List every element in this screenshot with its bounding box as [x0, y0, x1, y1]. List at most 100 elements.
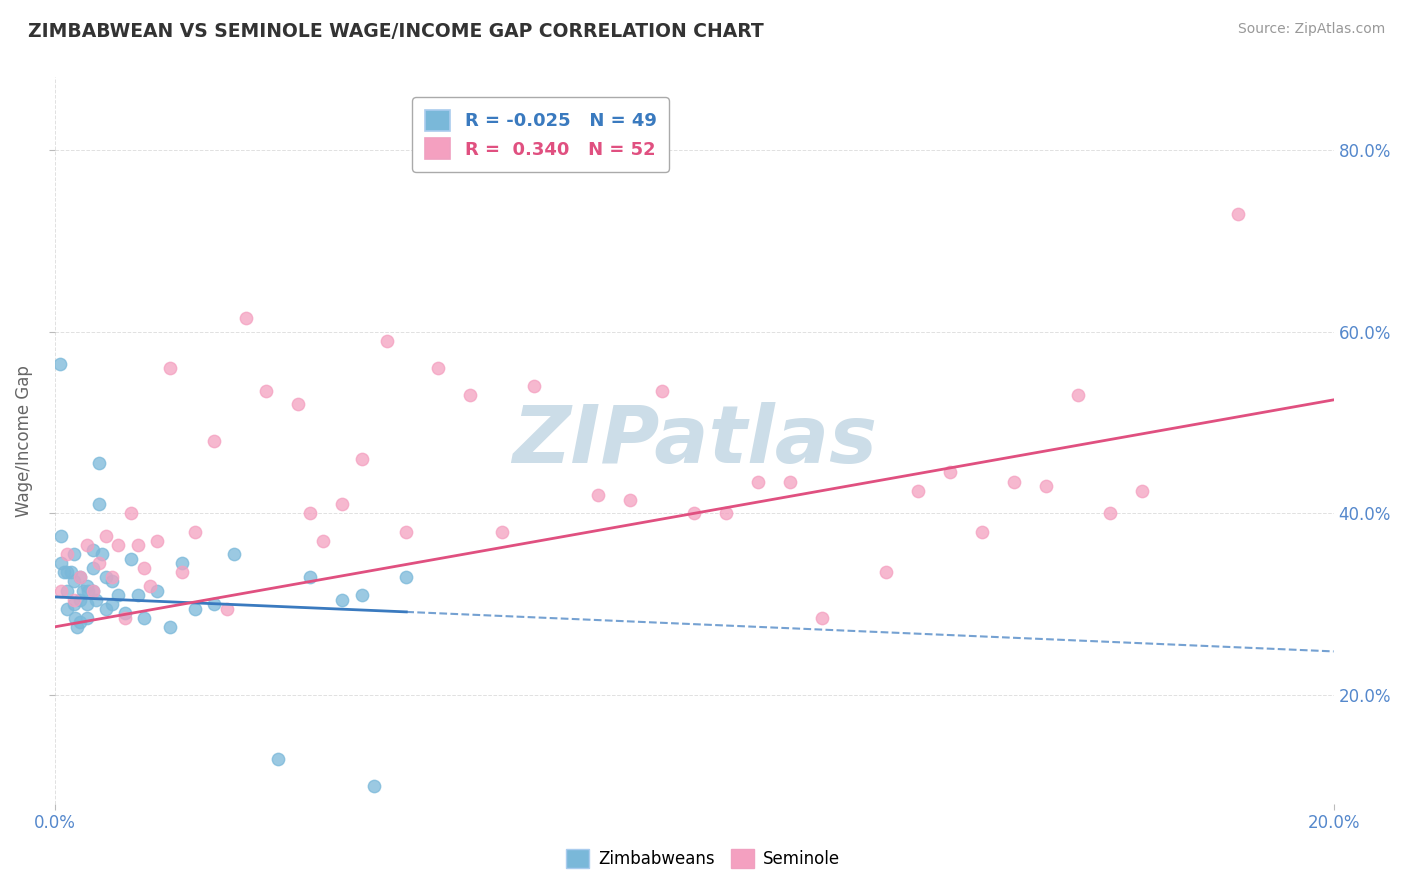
- Point: [139, 579, 162, 593]
- Point: [299, 570, 322, 584]
- Point: [56, 601, 79, 615]
- Point: [127, 588, 149, 602]
- Point: [427, 361, 450, 376]
- Point: [114, 607, 136, 621]
- Point: [94, 529, 117, 543]
- Point: [184, 601, 207, 615]
- Point: [76, 583, 98, 598]
- Point: [56, 547, 79, 561]
- Text: ZIMBABWEAN VS SEMINOLE WAGE/INCOME GAP CORRELATION CHART: ZIMBABWEAN VS SEMINOLE WAGE/INCOME GAP C…: [28, 22, 763, 41]
- Legend: R = -0.025   N = 49, R =  0.340   N = 52: R = -0.025 N = 49, R = 0.340 N = 52: [412, 97, 669, 171]
- Point: [82, 583, 104, 598]
- Point: [395, 570, 418, 584]
- Point: [62, 547, 84, 561]
- Point: [458, 388, 481, 402]
- Point: [1226, 207, 1249, 221]
- Point: [66, 620, 89, 634]
- Point: [69, 570, 91, 584]
- Point: [586, 488, 609, 502]
- Point: [76, 538, 98, 552]
- Point: [312, 533, 335, 548]
- Point: [491, 524, 513, 539]
- Point: [1035, 479, 1057, 493]
- Point: [101, 570, 124, 584]
- Point: [235, 311, 257, 326]
- Legend: Zimbabweans, Seminole: Zimbabweans, Seminole: [560, 842, 846, 875]
- Point: [69, 570, 91, 584]
- Point: [69, 592, 91, 607]
- Point: [56, 566, 79, 580]
- Point: [217, 601, 239, 615]
- Point: [69, 615, 91, 630]
- Point: [127, 538, 149, 552]
- Point: [907, 483, 929, 498]
- Point: [204, 597, 226, 611]
- Point: [56, 583, 79, 598]
- Point: [89, 557, 111, 571]
- Point: [62, 597, 84, 611]
- Point: [94, 601, 117, 615]
- Point: [132, 561, 155, 575]
- Point: [287, 397, 309, 411]
- Point: [875, 566, 897, 580]
- Point: [82, 542, 104, 557]
- Point: [395, 524, 418, 539]
- Point: [747, 475, 769, 489]
- Point: [84, 592, 107, 607]
- Point: [1002, 475, 1025, 489]
- Point: [299, 507, 322, 521]
- Point: [172, 566, 194, 580]
- Point: [120, 507, 142, 521]
- Point: [159, 361, 181, 376]
- Point: [76, 579, 98, 593]
- Point: [94, 570, 117, 584]
- Point: [72, 583, 94, 598]
- Point: [267, 751, 290, 765]
- Point: [619, 492, 641, 507]
- Point: [184, 524, 207, 539]
- Point: [330, 592, 353, 607]
- Point: [811, 611, 834, 625]
- Point: [107, 588, 129, 602]
- Text: ZIPatlas: ZIPatlas: [512, 401, 876, 480]
- Point: [101, 597, 124, 611]
- Point: [89, 457, 111, 471]
- Point: [523, 379, 546, 393]
- Point: [120, 551, 142, 566]
- Point: [89, 497, 111, 511]
- Point: [91, 547, 114, 561]
- Point: [1130, 483, 1153, 498]
- Point: [172, 557, 194, 571]
- Point: [350, 588, 373, 602]
- Point: [714, 507, 737, 521]
- Point: [350, 451, 373, 466]
- Point: [59, 566, 82, 580]
- Point: [132, 611, 155, 625]
- Point: [82, 561, 104, 575]
- Point: [939, 466, 962, 480]
- Point: [683, 507, 706, 521]
- Point: [363, 779, 385, 793]
- Point: [146, 583, 169, 598]
- Point: [204, 434, 226, 448]
- Point: [114, 611, 136, 625]
- Point: [1067, 388, 1090, 402]
- Point: [62, 592, 84, 607]
- Point: [63, 611, 86, 625]
- Point: [48, 357, 70, 371]
- Text: Source: ZipAtlas.com: Source: ZipAtlas.com: [1237, 22, 1385, 37]
- Point: [53, 566, 76, 580]
- Point: [76, 597, 98, 611]
- Point: [254, 384, 277, 398]
- Point: [779, 475, 801, 489]
- Point: [970, 524, 993, 539]
- Point: [101, 574, 124, 589]
- Point: [159, 620, 181, 634]
- Point: [49, 557, 72, 571]
- Point: [375, 334, 398, 348]
- Point: [107, 538, 129, 552]
- Point: [1098, 507, 1121, 521]
- Point: [82, 583, 104, 598]
- Point: [146, 533, 169, 548]
- Y-axis label: Wage/Income Gap: Wage/Income Gap: [15, 365, 32, 516]
